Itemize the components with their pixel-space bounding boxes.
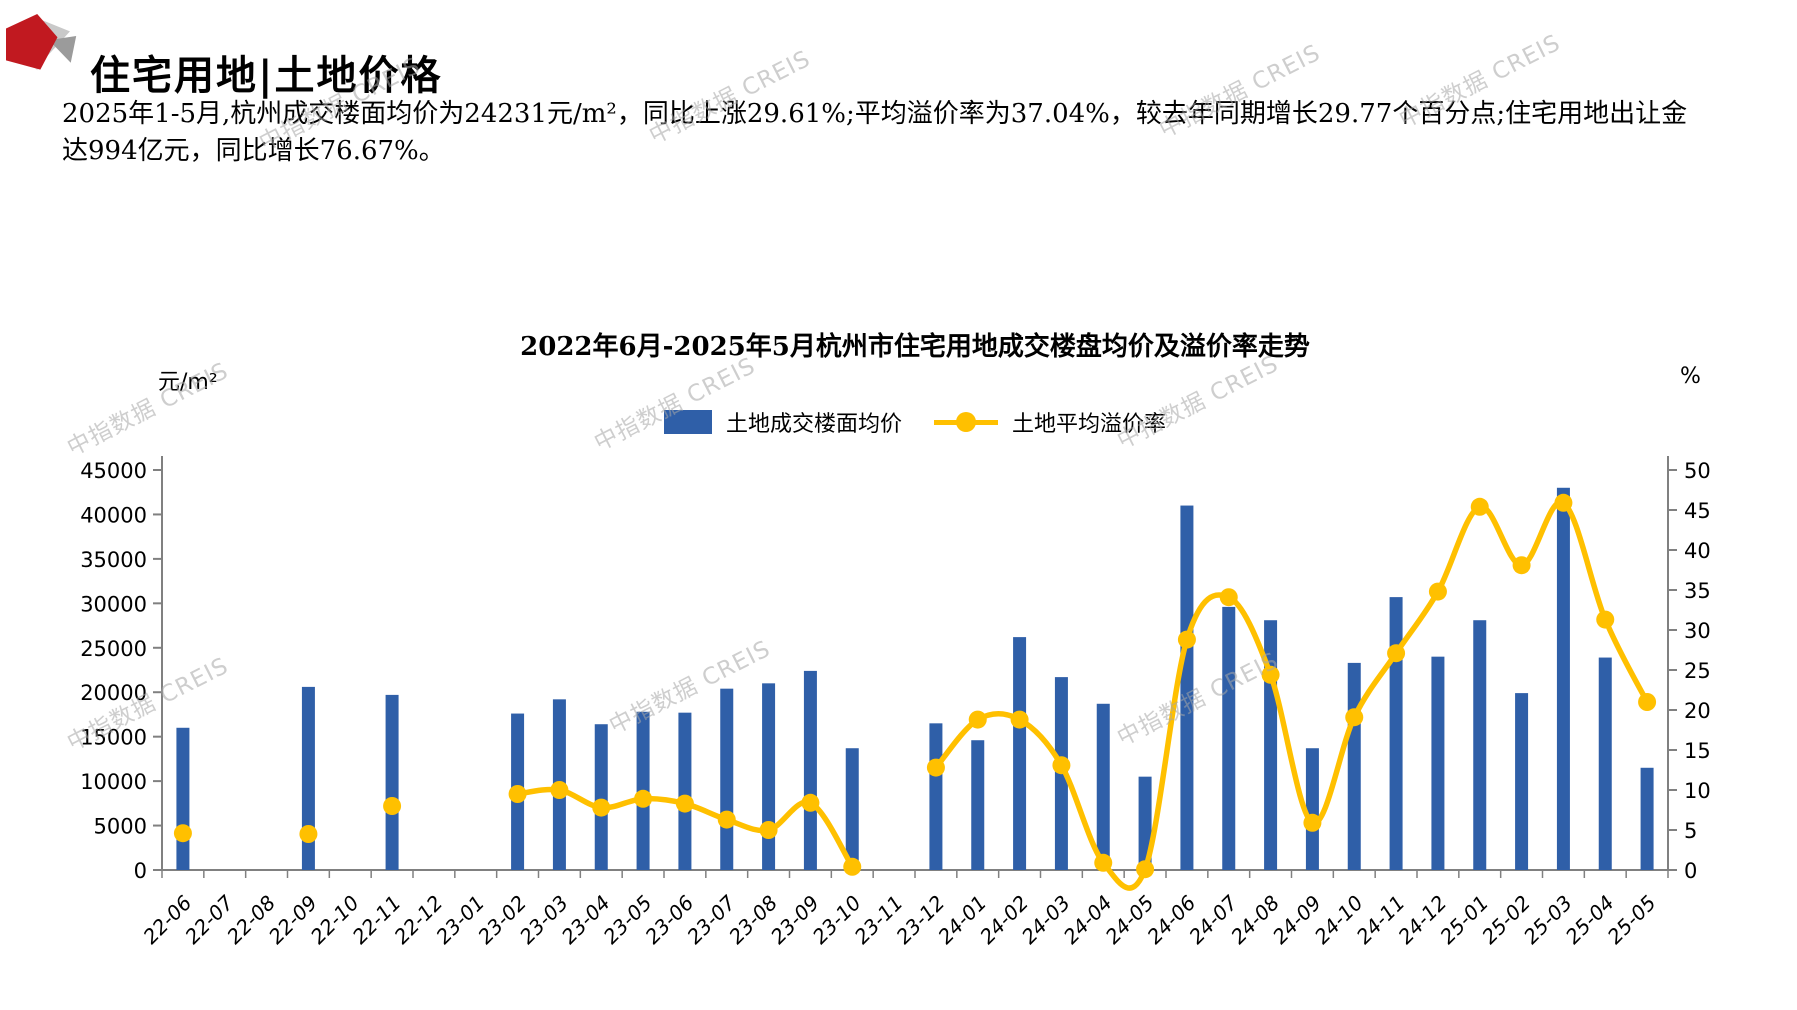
premium-rate-dot-24-11 [1387, 644, 1406, 663]
premium-rate-dot-23-04 [592, 798, 611, 817]
summary-paragraph: 2025年1-5月,杭州成交楼面均价为24231元/m²，同比上涨29.61%;… [62, 96, 1687, 170]
premium-rate-dot-22-09 [299, 825, 318, 843]
premium-rate-dot-22-11 [383, 797, 402, 815]
bar-24-05 [1138, 776, 1152, 870]
bar-23-09 [803, 670, 817, 870]
premium-rate-line [933, 499, 1650, 891]
premium-rate-dot-22-06 [173, 824, 192, 843]
line-legend-dot [956, 412, 976, 432]
bar-23-12 [929, 723, 943, 870]
bar-25-02 [1515, 693, 1529, 870]
premium-rate-dot-24-02 [1010, 710, 1029, 729]
premium-rate-dot-24-05 [1136, 860, 1155, 879]
premium-rate-dot-23-07 [717, 810, 736, 829]
left-axis-tick-label: 10000 [80, 770, 147, 794]
right-axis-tick-label: 30 [1684, 619, 1711, 643]
bar-23-07 [720, 688, 734, 870]
premium-rate-dot-24-01 [968, 710, 987, 729]
bar-24-01 [971, 740, 985, 870]
bar-24-02 [1013, 637, 1027, 870]
x-label-25-05: 25-05 [1603, 891, 1661, 949]
bar-legend-swatch [663, 410, 712, 434]
summary-line-2: 达994亿元，同比增长76.67%。 [62, 136, 445, 166]
premium-rate-dot-23-02 [508, 785, 527, 803]
left-axis-unit: 元/m² [158, 370, 218, 395]
premium-rate-dot-23-12 [926, 758, 945, 777]
bar-23-04 [594, 724, 608, 870]
bar-25-04 [1598, 657, 1612, 870]
right-axis-tick-label: 25 [1684, 659, 1711, 683]
bar-24-04 [1096, 703, 1110, 870]
premium-rate-dot-23-08 [759, 821, 778, 839]
premium-rate-dot-24-03 [1052, 756, 1071, 775]
premium-rate-dot-25-03 [1554, 493, 1573, 512]
bar-22-09 [301, 686, 315, 870]
bar-25-03 [1556, 487, 1570, 870]
bar-23-06 [678, 712, 692, 870]
left-axis-tick-label: 25000 [80, 637, 147, 661]
left-axis-tick-label: 40000 [80, 503, 147, 527]
right-axis-tick-label: 40 [1684, 539, 1711, 563]
premium-rate-dot-24-09 [1303, 813, 1322, 832]
right-axis-tick-label: 0 [1684, 859, 1697, 883]
bar-24-09 [1305, 748, 1319, 870]
right-axis-tick-label: 35 [1684, 579, 1711, 603]
bar-24-07 [1222, 606, 1236, 870]
premium-rate-dot-25-05 [1638, 693, 1657, 711]
bar-22-11 [385, 694, 399, 870]
premium-rate-dot-25-01 [1470, 497, 1489, 516]
line-legend-label: 土地平均溢价率 [1012, 412, 1167, 437]
bar-23-08 [762, 683, 776, 870]
bar-24-06 [1180, 505, 1194, 870]
premium-rate-dot-25-02 [1512, 556, 1531, 575]
left-axis-tick-label: 5000 [94, 815, 147, 839]
premium-rate-dot-24-10 [1345, 708, 1364, 727]
premium-rate-dot-23-06 [675, 794, 694, 813]
price-premium-chart: 0 5000 10000 15000 20000 25000 30000 35000 40000… [80, 456, 1711, 949]
bar-24-11 [1389, 597, 1403, 870]
premium-rate-dot-24-04 [1094, 853, 1113, 872]
premium-rate-dot-24-07 [1219, 588, 1238, 607]
chart-title: 2022年6月-2025年5月杭州市住宅用地成交楼盘均价及溢价率走势 [520, 332, 1310, 362]
page-title: 住宅用地|土地价格 [90, 51, 443, 99]
left-axis-tick-label: 0 [134, 859, 147, 883]
bar-23-10 [845, 748, 859, 870]
line-legend-swatch [934, 412, 998, 432]
right-axis-tick-label: 20 [1684, 699, 1711, 723]
right-axis-unit: % [1680, 364, 1701, 389]
premium-rate-dot-24-12 [1428, 582, 1447, 601]
left-axis-tick-label: 20000 [80, 681, 147, 705]
right-axis-tick-label: 15 [1684, 739, 1711, 763]
premium-rate-dot-23-05 [634, 789, 653, 808]
left-axis-tick-label: 45000 [80, 459, 147, 483]
summary-line-1: 2025年1-5月,杭州成交楼面均价为24231元/m²，同比上涨29.61%;… [62, 99, 1688, 129]
bar-24-10 [1347, 662, 1361, 870]
premium-rate-dot-23-09 [801, 793, 820, 812]
creis-logo [6, 14, 84, 72]
left-axis-tick-label: 30000 [80, 592, 147, 616]
right-axis-tick-label: 10 [1684, 779, 1711, 803]
bar-25-05 [1640, 767, 1654, 870]
left-axis-tick-label: 15000 [80, 726, 147, 750]
chart-legend: 土地成交楼面均价 土地平均溢价率 [162, 406, 1668, 438]
bar-legend-label: 土地成交楼面均价 [725, 412, 902, 437]
premium-rate-dot-25-04 [1596, 610, 1615, 629]
premium-rate-dot-24-08 [1261, 665, 1280, 684]
bar-24-12 [1431, 656, 1445, 870]
left-axis-tick-label: 35000 [80, 548, 147, 572]
premium-rate-dot-24-06 [1177, 630, 1196, 649]
right-axis-tick-label: 5 [1684, 819, 1697, 843]
bar-22-06 [176, 727, 190, 870]
premium-rate-dot-23-03 [550, 781, 569, 799]
right-axis-tick-label: 50 [1684, 459, 1711, 483]
premium-rate-dot-23-10 [843, 857, 862, 876]
bar-25-01 [1473, 620, 1487, 870]
right-axis-tick-label: 45 [1684, 499, 1711, 523]
